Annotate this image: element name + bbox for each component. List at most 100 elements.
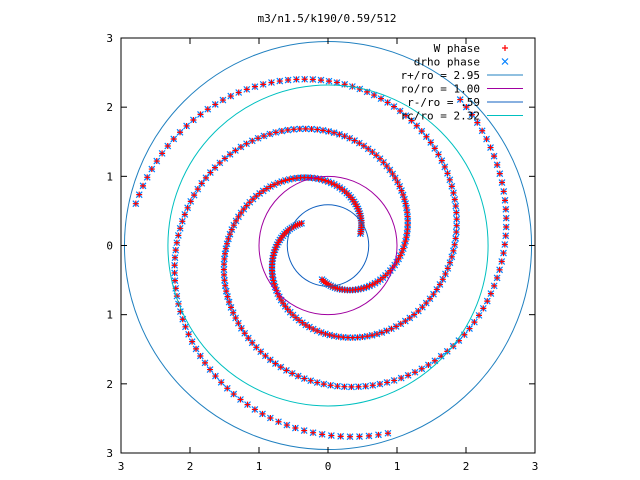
w-phase-point <box>230 222 237 229</box>
w-phase-point <box>299 319 306 326</box>
w-phase-point <box>255 135 262 142</box>
w-phase-point <box>360 284 367 291</box>
reference-circle <box>286 204 370 287</box>
w-phase-point <box>260 187 267 194</box>
legend-label: W phase <box>434 42 480 55</box>
w-phase-point <box>212 373 219 380</box>
w-phase-point <box>348 383 355 390</box>
w-phase-point <box>378 95 384 102</box>
w-phase-point <box>415 308 422 315</box>
w-phase-point <box>463 104 470 111</box>
w-phase-point <box>474 119 481 126</box>
w-phase-point <box>356 140 363 147</box>
w-phase-point <box>268 79 275 86</box>
w-phase-point <box>394 179 401 186</box>
w-phase-point <box>227 151 234 158</box>
w-phase-point <box>452 235 459 242</box>
w-phase-point <box>494 274 501 281</box>
w-phase-point <box>230 391 237 398</box>
w-phase-point <box>277 364 284 371</box>
w-phase-point <box>386 166 393 173</box>
w-phase-point <box>148 166 155 173</box>
w-phase-point <box>276 78 283 85</box>
w-phase-point <box>289 370 296 377</box>
w-phase-point <box>190 116 197 123</box>
w-phase-point <box>286 176 293 183</box>
w-phase-point <box>140 182 147 189</box>
w-phase-point <box>292 425 299 432</box>
w-phase-point <box>502 232 509 239</box>
w-phase-point <box>435 151 442 158</box>
reference-circle <box>167 84 489 407</box>
w-phase-point <box>366 282 373 289</box>
w-phase-point <box>327 382 334 389</box>
w-phase-point <box>296 317 303 324</box>
w-phase-point <box>226 299 233 306</box>
w-phase-point <box>380 159 387 166</box>
w-phase-point <box>318 329 325 336</box>
w-phase-point <box>383 327 390 334</box>
w-phase-point <box>400 245 407 252</box>
w-phase-point <box>136 191 143 198</box>
w-phase-point <box>216 159 223 166</box>
w-phase-point <box>225 235 232 242</box>
w-phase-point <box>171 262 178 269</box>
w-phase-point <box>171 277 178 284</box>
w-phase-point <box>295 373 302 380</box>
w-phase-point <box>173 239 180 246</box>
y-tick-label: 2 <box>106 378 113 391</box>
w-phase-point <box>487 290 494 297</box>
w-phase-point <box>243 140 250 147</box>
w-phase-point <box>301 375 308 382</box>
x-tick-label: 3 <box>118 460 125 473</box>
w-phase-point <box>243 86 250 93</box>
w-phase-point <box>453 222 460 229</box>
w-phase-point <box>187 198 194 205</box>
w-phase-point <box>390 103 397 110</box>
w-phase-point <box>322 330 329 337</box>
w-phase-point <box>218 379 225 386</box>
legend-label: r-/ro = .59 <box>407 96 480 109</box>
w-phase-point <box>193 345 200 352</box>
w-phase-point <box>222 245 229 252</box>
w-phase-point <box>484 298 491 305</box>
legend-label: r+/ro = 2.95 <box>401 69 480 82</box>
w-phase-point <box>427 139 434 146</box>
w-phase-point <box>397 252 404 259</box>
w-phase-point <box>371 92 378 99</box>
w-phase-point <box>212 101 219 108</box>
w-phase-point <box>314 327 321 334</box>
w-phase-point <box>243 202 250 209</box>
w-phase-point <box>296 125 303 132</box>
w-phase-point <box>271 181 278 188</box>
w-phase-point <box>334 383 341 390</box>
w-phase-point <box>222 282 229 289</box>
w-phase-point <box>411 311 418 318</box>
w-phase-point <box>307 377 314 384</box>
w-phase-point <box>442 270 449 277</box>
w-phase-point <box>391 377 398 384</box>
w-phase-point <box>308 126 315 133</box>
w-phase-point <box>400 191 407 198</box>
w-phase-point <box>226 231 233 238</box>
w-phase-point <box>496 266 503 273</box>
w-phase-point <box>211 164 218 171</box>
w-phase-point <box>328 179 335 186</box>
w-phase-point <box>503 215 510 222</box>
w-phase-point <box>377 155 384 162</box>
w-phase-point <box>408 117 415 124</box>
w-phase-point <box>395 255 402 262</box>
w-phase-point <box>446 176 453 183</box>
x-tick-label: 1 <box>256 460 263 473</box>
w-phase-point <box>431 357 438 364</box>
w-phase-point <box>326 332 333 339</box>
w-phase-point <box>430 291 437 298</box>
w-phase-point <box>197 352 204 359</box>
w-phase-point <box>159 150 166 157</box>
w-phase-point <box>426 295 433 302</box>
w-phase-point <box>287 309 294 316</box>
w-phase-point <box>280 300 287 307</box>
w-phase-point <box>310 429 317 436</box>
w-phase-point <box>266 131 273 138</box>
chart-title: m3/n1.5/k190/0.59/512 <box>257 12 396 25</box>
